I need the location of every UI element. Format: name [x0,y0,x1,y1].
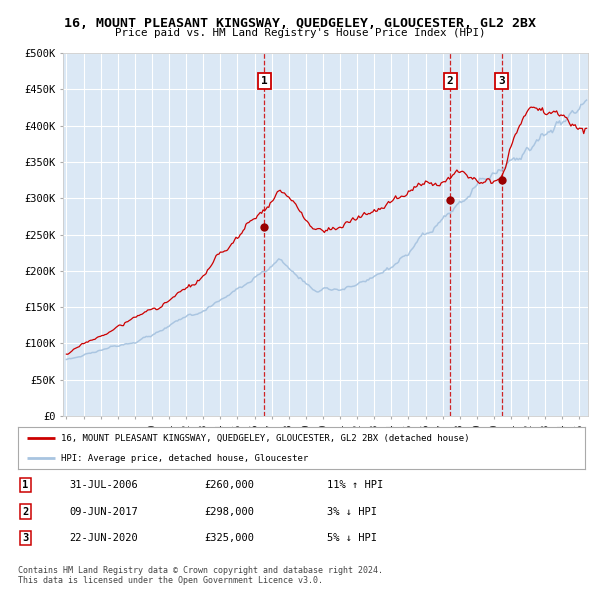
Text: 11% ↑ HPI: 11% ↑ HPI [327,480,383,490]
Text: £260,000: £260,000 [204,480,254,490]
Text: £298,000: £298,000 [204,507,254,516]
Text: 1: 1 [261,76,268,86]
Bar [571,53,588,416]
Text: 1: 1 [22,480,28,490]
Text: 31-JUL-2006: 31-JUL-2006 [69,480,138,490]
Text: 3% ↓ HPI: 3% ↓ HPI [327,507,377,516]
Text: Price paid vs. HM Land Registry's House Price Index (HPI): Price paid vs. HM Land Registry's House … [115,28,485,38]
Text: 16, MOUNT PLEASANT KINGSWAY, QUEDGELEY, GLOUCESTER, GL2 2BX: 16, MOUNT PLEASANT KINGSWAY, QUEDGELEY, … [64,17,536,30]
Text: HPI: Average price, detached house, Gloucester: HPI: Average price, detached house, Glou… [61,454,308,463]
Text: 5% ↓ HPI: 5% ↓ HPI [327,533,377,543]
Text: 3: 3 [22,533,28,543]
Text: 2: 2 [22,507,28,516]
Text: 3: 3 [499,76,505,86]
Text: 2: 2 [447,76,454,86]
Text: 09-JUN-2017: 09-JUN-2017 [69,507,138,516]
Text: £325,000: £325,000 [204,533,254,543]
Text: Contains HM Land Registry data © Crown copyright and database right 2024.
This d: Contains HM Land Registry data © Crown c… [18,566,383,585]
Text: 22-JUN-2020: 22-JUN-2020 [69,533,138,543]
Text: 16, MOUNT PLEASANT KINGSWAY, QUEDGELEY, GLOUCESTER, GL2 2BX (detached house): 16, MOUNT PLEASANT KINGSWAY, QUEDGELEY, … [61,434,469,443]
